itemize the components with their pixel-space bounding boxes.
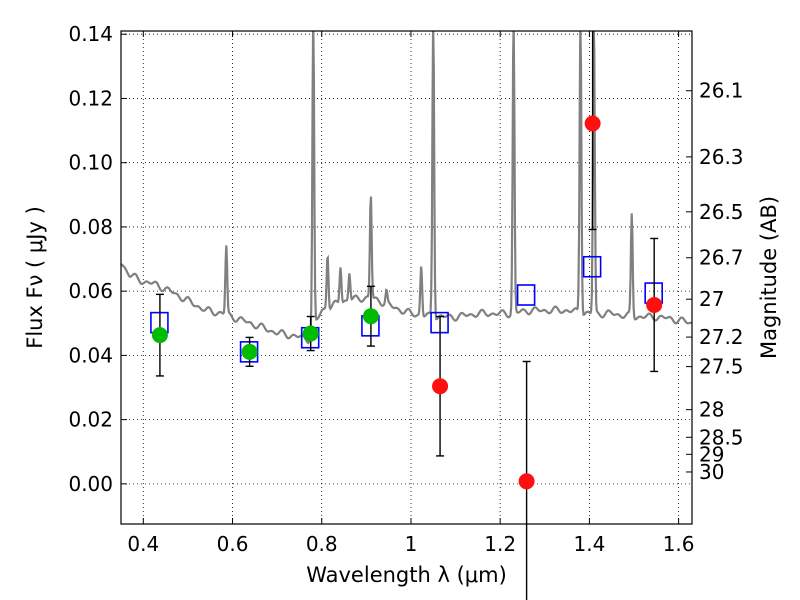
y-tick-label: 0.08 (68, 215, 113, 239)
right-tick-label: 27 (699, 287, 724, 311)
right-tick-label: 26.7 (699, 246, 744, 270)
model-flux-marker (582, 255, 602, 278)
right-tick-label: 26.5 (699, 200, 744, 224)
spectrum-line (121, 31, 692, 345)
y-tick-label: 0.12 (68, 86, 113, 110)
right-tick-label: 29 (699, 442, 724, 466)
y-tick-label: 0.14 (68, 22, 113, 46)
y-tick-label: 0.10 (68, 151, 113, 175)
x-tick-label: 1.2 (484, 532, 516, 556)
right-tick-label: 30 (699, 460, 724, 484)
right-tick-label: 26.3 (699, 145, 744, 169)
right-tick-label: 27.2 (699, 325, 744, 349)
observed-flux-marker (241, 343, 258, 360)
axis-ticks: 0.4 0.6 0.8 1 1.2 1.4 1.6 0.00 0.02 0.04 0.06 0.08 0… (68, 22, 743, 556)
right-tick-label: 28.5 (699, 425, 744, 449)
x-tick-label: 1.6 (663, 532, 695, 556)
y-tick-label: 0.04 (68, 343, 113, 367)
y-tick-label: 0.00 (68, 472, 113, 496)
x-tick-label: 0.6 (217, 532, 249, 556)
observed-flux-marker (151, 327, 168, 344)
x-tick-label: 1 (405, 532, 418, 556)
y-tick-label: 0.06 (68, 279, 113, 303)
plot-frame (120, 30, 693, 525)
model-spectrum (121, 31, 692, 345)
x-tick-label: 0.4 (127, 532, 159, 556)
x-tick-label: 1.4 (573, 532, 605, 556)
observed-flux-marker (362, 308, 379, 325)
right-tick-label: 28 (699, 398, 724, 422)
model-flux-marker (516, 284, 536, 306)
data-points (150, 31, 663, 600)
y-axis-label: Flux Fν ( μJy ) (23, 206, 47, 349)
x-axis-label: Wavelength λ (μm) (306, 563, 507, 587)
observed-flux-marker (302, 325, 319, 342)
x-tick-label: 0.8 (306, 532, 338, 556)
grid (121, 31, 692, 524)
observed-flux-marker (646, 296, 663, 313)
observed-flux-marker (584, 115, 601, 132)
right-axis-label: Magnitude (AB) (757, 196, 781, 359)
observed-flux-marker (432, 378, 449, 395)
right-tick-label: 26.1 (699, 79, 744, 103)
right-tick-label: 27.5 (699, 355, 744, 379)
y-tick-label: 0.02 (68, 408, 113, 432)
observed-flux-marker (518, 473, 535, 490)
